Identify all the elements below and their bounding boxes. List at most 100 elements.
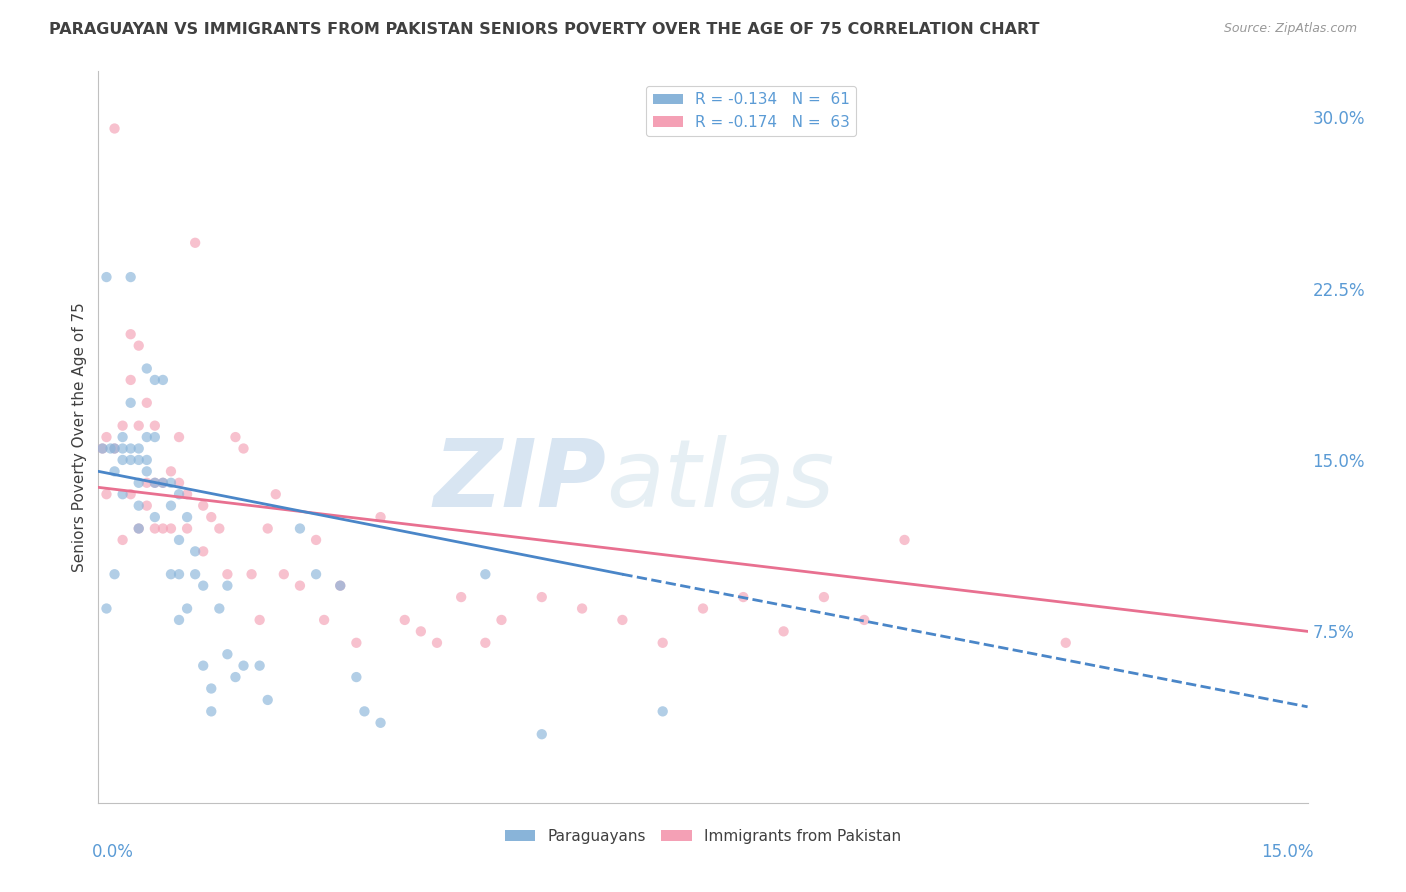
- Point: [167, 533, 190, 547]
- Point: [91, 442, 114, 456]
- Point: [329, 579, 352, 593]
- Point: [224, 430, 246, 444]
- Point: [200, 681, 222, 696]
- Point: [193, 499, 215, 513]
- Point: [103, 464, 125, 478]
- Point: [217, 579, 239, 593]
- Point: [120, 453, 142, 467]
- Point: [135, 453, 157, 467]
- Y-axis label: Seniors Poverty Over the Age of 75: Seniors Poverty Over the Age of 75: [72, 302, 87, 572]
- Point: [167, 613, 190, 627]
- Point: [143, 430, 166, 444]
- Point: [111, 487, 134, 501]
- Point: [692, 601, 714, 615]
- Point: [474, 636, 496, 650]
- Point: [103, 121, 125, 136]
- Point: [176, 521, 198, 535]
- Point: [103, 567, 125, 582]
- Text: Source: ZipAtlas.com: Source: ZipAtlas.com: [1223, 22, 1357, 36]
- Point: [152, 373, 174, 387]
- Point: [314, 613, 336, 627]
- Text: atlas: atlas: [606, 435, 835, 526]
- Point: [394, 613, 416, 627]
- Point: [491, 613, 513, 627]
- Point: [530, 590, 553, 604]
- Point: [135, 499, 157, 513]
- Point: [128, 442, 150, 456]
- Point: [152, 475, 174, 490]
- Point: [120, 442, 142, 456]
- Point: [128, 521, 150, 535]
- Point: [96, 430, 118, 444]
- Point: [111, 533, 134, 547]
- Point: [135, 475, 157, 490]
- Point: [167, 487, 190, 501]
- Point: [135, 430, 157, 444]
- Point: [256, 521, 278, 535]
- Point: [128, 418, 150, 433]
- Point: [224, 670, 246, 684]
- Point: [651, 705, 673, 719]
- Point: [100, 442, 122, 456]
- Text: ZIP: ZIP: [433, 435, 606, 527]
- Point: [120, 327, 142, 342]
- Point: [193, 544, 215, 558]
- Point: [176, 487, 198, 501]
- Point: [152, 475, 174, 490]
- Point: [120, 396, 142, 410]
- Point: [1054, 636, 1077, 650]
- Point: [288, 521, 311, 535]
- Point: [249, 613, 271, 627]
- Point: [128, 453, 150, 467]
- Point: [772, 624, 794, 639]
- Point: [612, 613, 634, 627]
- Point: [143, 373, 166, 387]
- Point: [128, 475, 150, 490]
- Point: [120, 487, 142, 501]
- Point: [217, 647, 239, 661]
- Point: [426, 636, 449, 650]
- Point: [256, 693, 278, 707]
- Point: [370, 510, 392, 524]
- Point: [249, 658, 271, 673]
- Point: [353, 705, 375, 719]
- Point: [232, 442, 254, 456]
- Point: [893, 533, 915, 547]
- Point: [264, 487, 287, 501]
- Point: [409, 624, 432, 639]
- Point: [120, 373, 142, 387]
- Text: PARAGUAYAN VS IMMIGRANTS FROM PAKISTAN SENIORS POVERTY OVER THE AGE OF 75 CORREL: PARAGUAYAN VS IMMIGRANTS FROM PAKISTAN S…: [49, 22, 1039, 37]
- Point: [370, 715, 392, 730]
- Point: [208, 601, 231, 615]
- Point: [208, 521, 231, 535]
- Point: [111, 442, 134, 456]
- Point: [96, 601, 118, 615]
- Point: [160, 521, 183, 535]
- Point: [217, 567, 239, 582]
- Point: [184, 567, 207, 582]
- Text: 0.0%: 0.0%: [93, 843, 134, 861]
- Point: [160, 475, 183, 490]
- Point: [111, 430, 134, 444]
- Point: [813, 590, 835, 604]
- Point: [200, 705, 222, 719]
- Point: [167, 475, 190, 490]
- Point: [160, 567, 183, 582]
- Point: [305, 533, 328, 547]
- Point: [96, 270, 118, 285]
- Point: [103, 442, 125, 456]
- Point: [571, 601, 593, 615]
- Point: [135, 464, 157, 478]
- Text: 15.0%: 15.0%: [1261, 843, 1313, 861]
- Point: [176, 510, 198, 524]
- Point: [143, 510, 166, 524]
- Point: [143, 418, 166, 433]
- Point: [128, 338, 150, 352]
- Point: [200, 510, 222, 524]
- Point: [450, 590, 472, 604]
- Point: [111, 453, 134, 467]
- Point: [128, 521, 150, 535]
- Point: [152, 521, 174, 535]
- Point: [193, 658, 215, 673]
- Point: [143, 475, 166, 490]
